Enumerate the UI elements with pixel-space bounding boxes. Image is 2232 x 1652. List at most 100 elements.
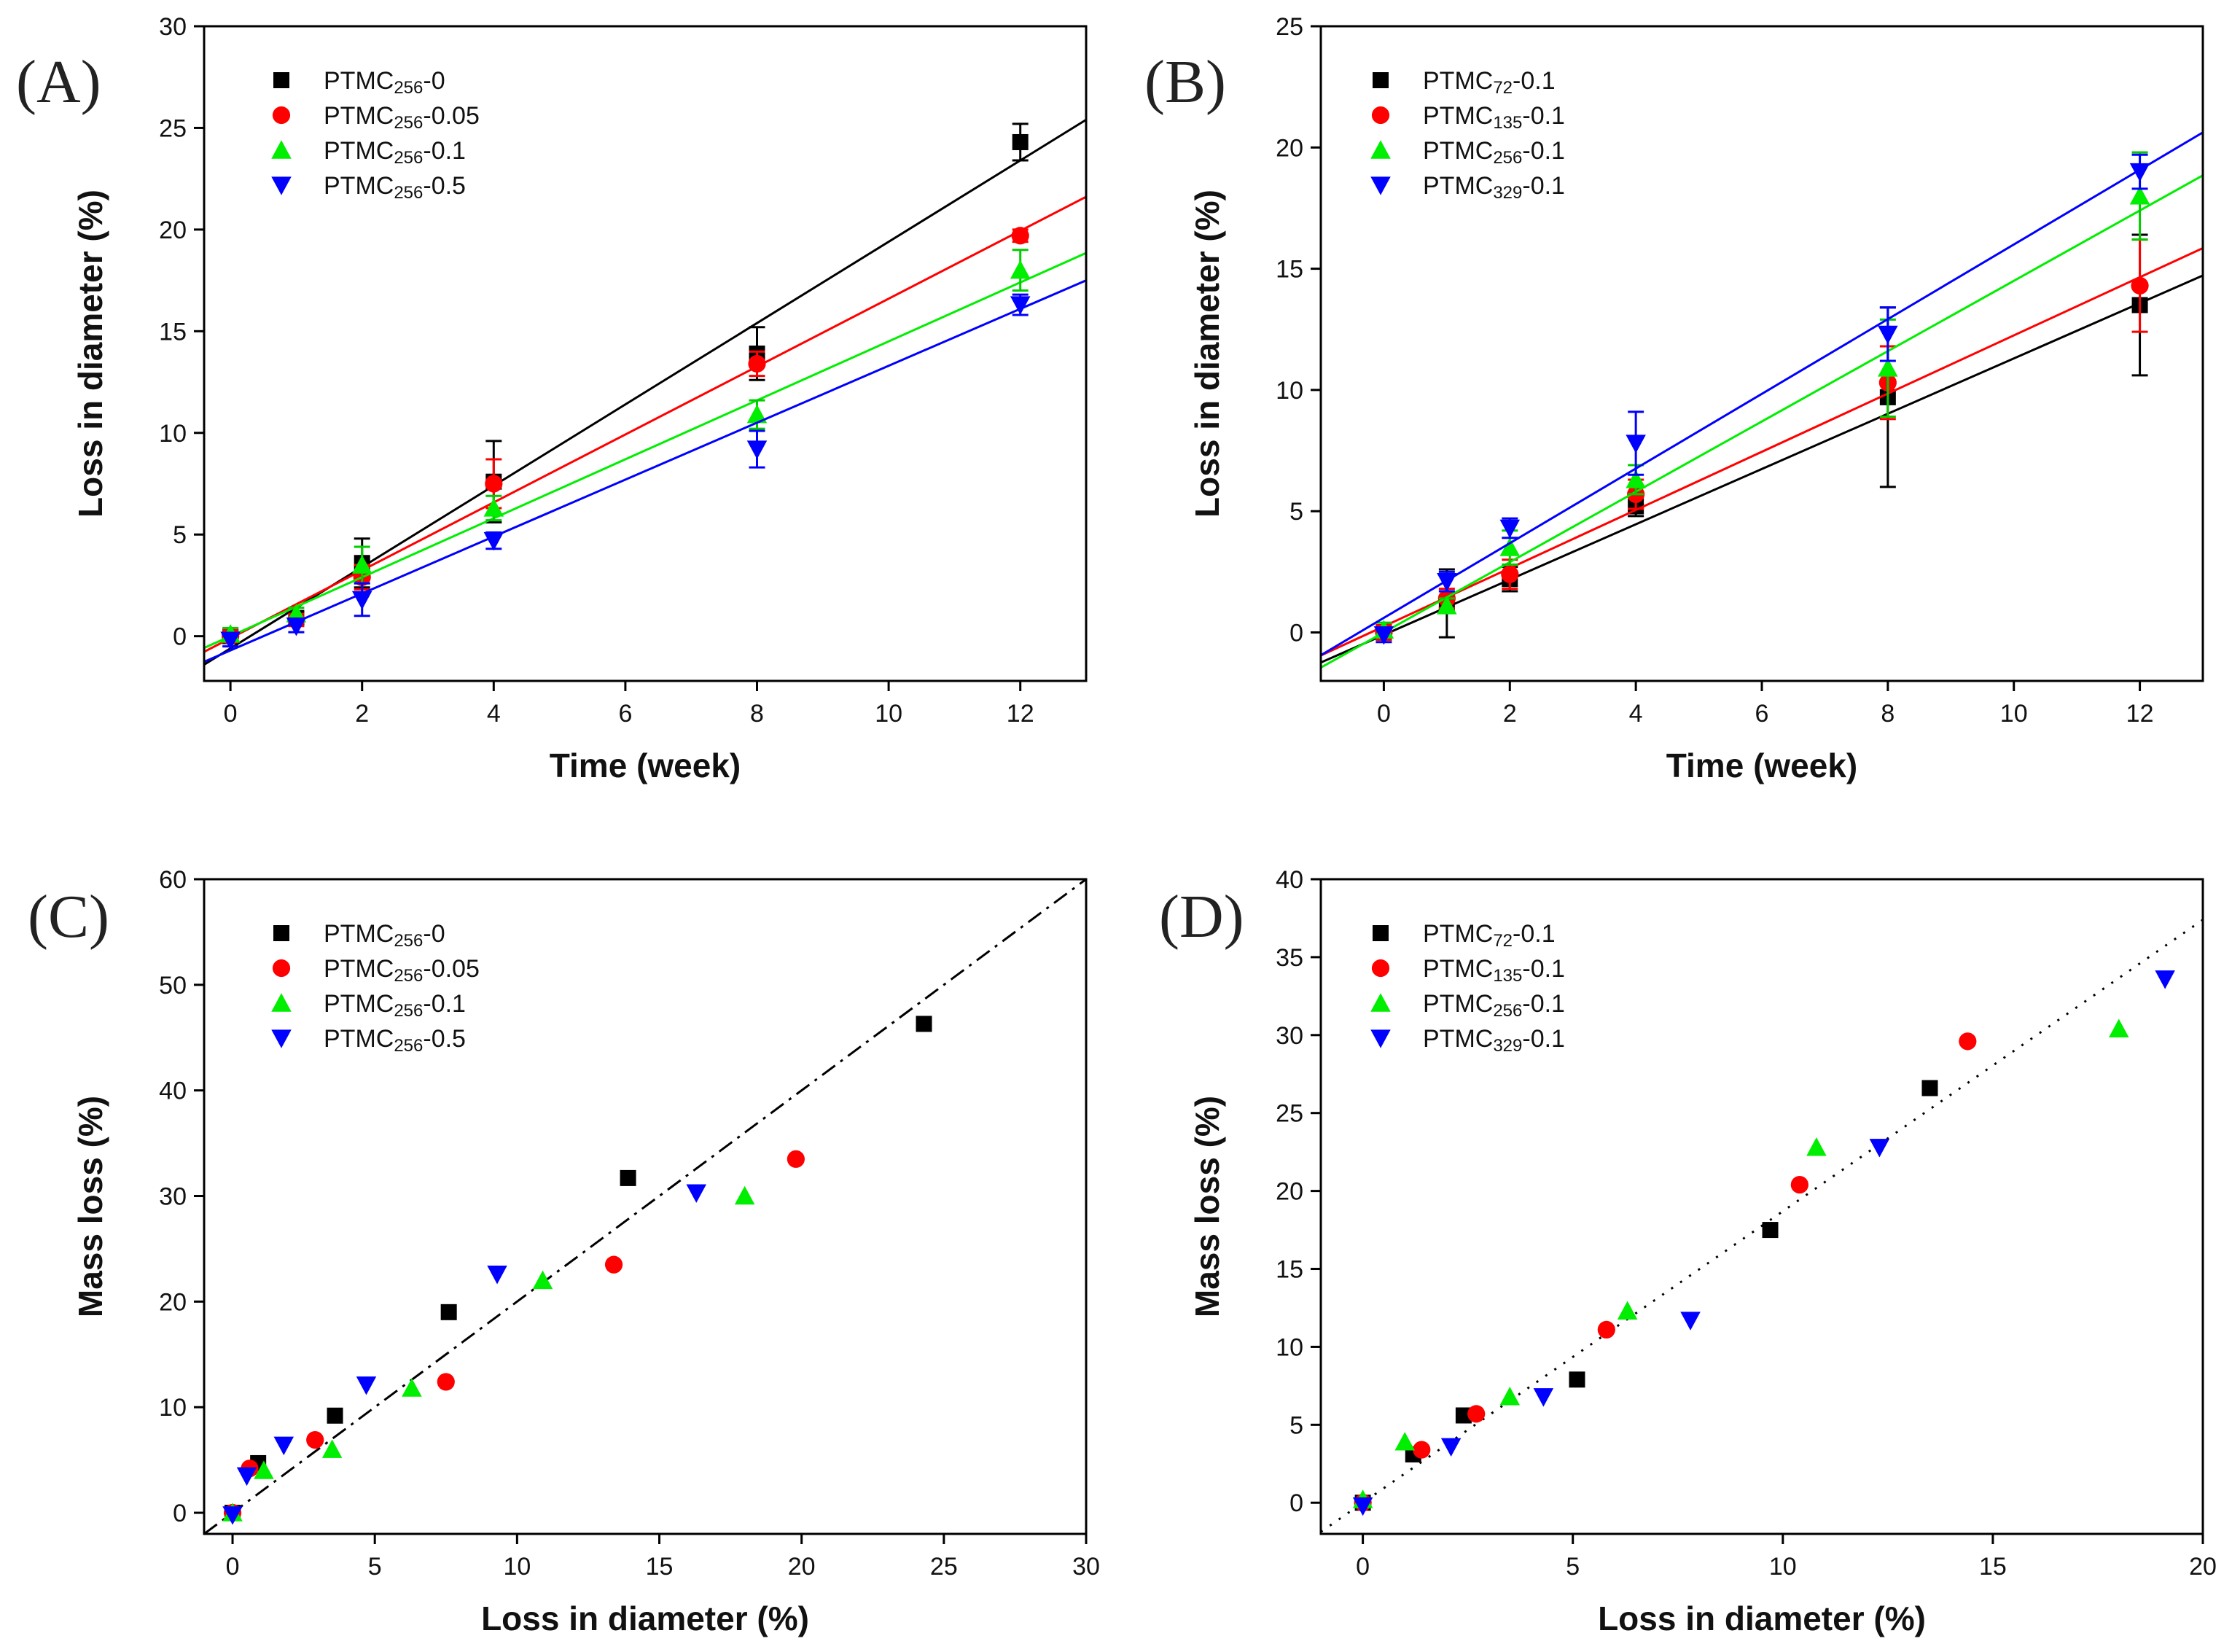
x-tick-label: 0: [1356, 1553, 1370, 1581]
plot-frame: [203, 25, 1088, 682]
x-tick-label: 8: [1881, 700, 1895, 728]
data-point: [1617, 1301, 1638, 1320]
legend-label-subscript: 256: [394, 1001, 423, 1021]
data-point: [321, 1439, 343, 1458]
data-point: [306, 1430, 324, 1449]
series-triangle-down: [1321, 131, 2203, 657]
x-axis-title: Time (week): [550, 747, 741, 784]
legend-label-base: PTMC: [1423, 955, 1493, 983]
data-point: [1921, 1080, 1938, 1096]
legend-label-suffix: -0.1: [423, 137, 466, 165]
chart-panel-c: (C) 0 5 10 15 20 25 30 0 10 20 30 40 50 60 Loss in diam…: [28, 866, 1100, 1637]
legend-label: PTMC256-0.1: [324, 137, 466, 168]
legend-label-suffix: -0.5: [423, 1025, 466, 1053]
y-tick-label: 5: [173, 521, 187, 549]
data-point: [748, 354, 766, 373]
y-tick-label: 30: [159, 1183, 187, 1211]
legend-marker: [1370, 1029, 1391, 1048]
y-axis-title: Loss in diameter (%): [71, 190, 109, 518]
y-tick-label: 5: [1289, 1411, 1303, 1439]
data-point: [1499, 519, 1521, 539]
data-point: [2109, 1018, 2129, 1037]
legend-label: PTMC135-0.1: [1423, 102, 1565, 133]
x-tick-label: 15: [646, 1553, 674, 1581]
y-tick-label: 20: [159, 1288, 187, 1316]
x-tick-label: 8: [750, 700, 764, 728]
y-tick-label: 25: [1276, 1100, 1303, 1128]
legend: PTMC256-0PTMC256-0.05PTMC256-0.1PTMC256-…: [271, 920, 480, 1056]
legend-label: PTMC256-0.05: [324, 955, 480, 986]
panel-label: (C): [28, 883, 109, 951]
data-point: [2131, 276, 2149, 295]
legend-label-subscript: 256: [394, 78, 423, 98]
legend-marker: [1373, 72, 1389, 88]
series-square: [1354, 1080, 1938, 1511]
data-point: [356, 1376, 377, 1395]
y-tick-label: 25: [1276, 13, 1303, 41]
data-point: [1455, 1407, 1472, 1424]
legend-label-suffix: -0: [423, 67, 445, 95]
x-tick-label: 10: [875, 700, 902, 728]
x-tick-label: 2: [1503, 700, 1517, 728]
y-tick-label: 0: [1289, 1489, 1303, 1517]
data-point: [236, 1467, 257, 1487]
fit-line: [204, 195, 1086, 653]
legend: PTMC72-0.1PTMC135-0.1PTMC256-0.1PTMC329-…: [1370, 920, 1565, 1056]
x-tick-label: 20: [2189, 1553, 2217, 1581]
series-circle: [204, 195, 1086, 653]
panel-label: (A): [16, 48, 101, 116]
x-tick-label: 2: [355, 700, 369, 728]
data-point: [351, 555, 372, 574]
data-point: [1011, 227, 1029, 245]
legend-label-base: PTMC: [1423, 67, 1493, 95]
legend-label: PTMC256-0: [324, 67, 445, 98]
legend-label: PTMC256-0.5: [324, 172, 466, 203]
legend-marker: [272, 106, 291, 125]
plot-frame: [1319, 878, 2204, 1535]
legend-label: PTMC256-0.05: [324, 102, 480, 133]
data-point: [1959, 1032, 1977, 1051]
data-point: [1373, 626, 1394, 645]
legend-label-subscript: 72: [1493, 78, 1513, 98]
data-point: [1569, 1371, 1585, 1388]
legend-label-subscript: 135: [1493, 113, 1522, 133]
x-tick-label: 6: [618, 700, 632, 728]
data-point: [327, 1407, 343, 1424]
data-point: [604, 1255, 623, 1274]
x-tick-label: 10: [503, 1553, 531, 1581]
legend-label-base: PTMC: [1423, 102, 1493, 130]
legend-label: PTMC256-0.1: [1423, 990, 1565, 1021]
legend-label-base: PTMC: [324, 990, 394, 1018]
data-point: [1010, 296, 1031, 315]
y-tick-label: 50: [159, 972, 187, 1000]
data-point: [220, 631, 241, 650]
legend-label-base: PTMC: [324, 920, 394, 948]
legend-label-subscript: 256: [394, 148, 423, 168]
data-point: [746, 440, 768, 459]
legend-label-suffix: -0.1: [1522, 955, 1565, 983]
legend-label: PTMC256-0.1: [324, 990, 466, 1021]
y-tick-label: 0: [173, 1500, 187, 1527]
fit-line: [204, 279, 1086, 663]
fit-line: [1321, 274, 2203, 664]
data-point: [485, 475, 503, 493]
x-tick-label: 5: [1566, 1553, 1580, 1581]
series-triangle-down: [1352, 970, 2175, 1516]
legend-label-subscript: 256: [394, 183, 423, 203]
series-triangle-up: [204, 249, 1086, 650]
legend-label-suffix: -0.1: [1522, 1025, 1565, 1053]
fit-line: [1321, 174, 2203, 669]
data-point: [1437, 572, 1457, 592]
data-point: [1499, 537, 1521, 556]
plot-frame: [203, 878, 1088, 1535]
y-tick-label: 0: [1289, 619, 1303, 647]
data-point: [483, 531, 504, 551]
x-tick-label: 4: [487, 700, 501, 728]
legend-label-subscript: 256: [394, 931, 423, 951]
legend-marker: [1370, 993, 1391, 1012]
y-tick-label: 35: [1276, 944, 1303, 972]
legend-label: PTMC256-0: [324, 920, 445, 951]
y-tick-label: 40: [1276, 866, 1303, 894]
legend-marker: [272, 959, 291, 978]
data-point: [487, 1266, 507, 1285]
